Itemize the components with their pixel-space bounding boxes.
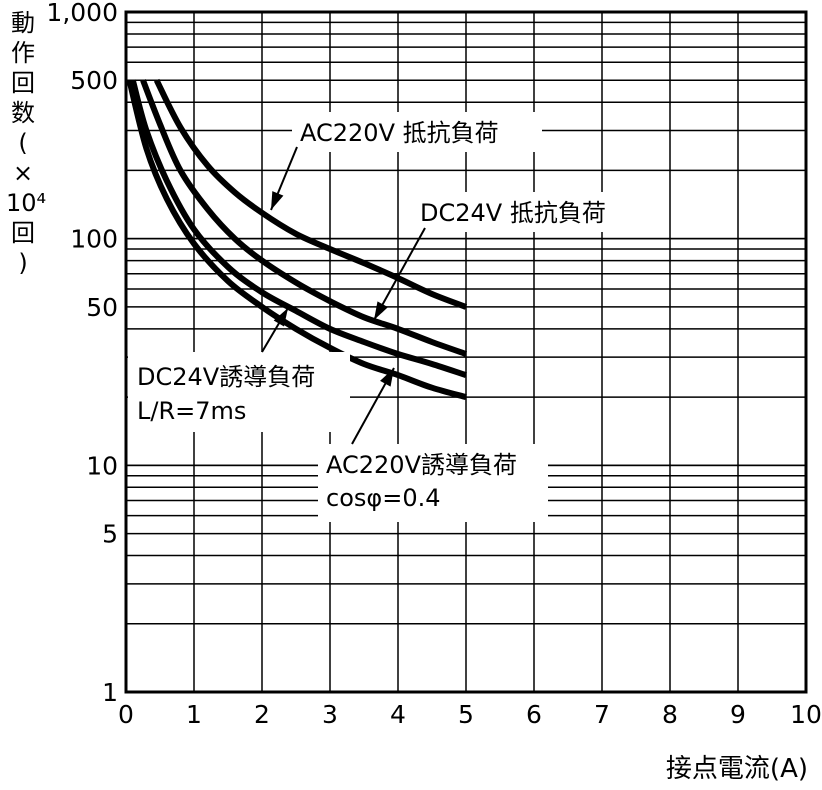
- x-tick-label: 0: [118, 700, 134, 729]
- y-tick-label: 100: [70, 225, 118, 254]
- ac220v-inductive-label-line: cosφ=0.4: [326, 484, 441, 512]
- arrowhead-icon: [273, 308, 288, 327]
- x-axis-label: 接点電流(A): [665, 754, 808, 784]
- x-tick-label: 3: [322, 700, 338, 729]
- y-tick-label: 1,000: [46, 0, 118, 27]
- dc24v-inductive-label-box: [128, 352, 350, 432]
- y-tick-label: 50: [86, 293, 118, 322]
- ac220v-inductive-label-box: [318, 444, 548, 522]
- y-axis-label-char: (: [18, 129, 28, 157]
- y-axis-label-char: 数: [11, 99, 35, 127]
- x-tick-label: 4: [390, 700, 406, 729]
- y-axis-label: 動 作 回 数 ( × 10⁴ 回 ): [6, 8, 47, 278]
- dc24v-inductive-curve: [129, 79, 467, 378]
- y-tick-label: 10: [86, 451, 118, 480]
- ac220v-inductive-label-line: AC220V誘導負荷: [326, 451, 517, 479]
- plot-frame: [124, 10, 808, 694]
- series-curves: [126, 78, 468, 400]
- y-tick-label: 5: [102, 520, 118, 549]
- dc24v-resistive-label-line: DC24V 抵抗負荷: [420, 199, 606, 227]
- y-axis-label-char: ×: [12, 159, 34, 187]
- arrowhead-icon: [271, 191, 284, 210]
- x-tick-label: 5: [458, 700, 474, 729]
- y-axis-label-char: ): [18, 249, 28, 277]
- arrowhead-icon: [374, 301, 388, 320]
- curve-annotations: AC220V 抵抗負荷 DC24V 抵抗負荷 DC24V誘導負荷 L/R=7ms AC2…: [128, 112, 652, 522]
- x-tick-label: 1: [186, 700, 202, 729]
- ac220v-inductive-curve: [126, 79, 467, 400]
- ac220v-resistive-label-box: [292, 112, 542, 152]
- dc24v-inductive-label-line: L/R=7ms: [137, 397, 246, 425]
- dc24v-inductive-label-line: DC24V誘導負荷: [137, 363, 315, 391]
- x-tick-label: 10: [790, 700, 822, 729]
- x-tick-label: 6: [526, 700, 542, 729]
- y-axis-label-char: 作: [11, 39, 35, 67]
- ac220v-resistive-curve: [153, 78, 468, 310]
- y-axis-label-char: 10⁴: [6, 189, 47, 217]
- x-tick-label: 2: [254, 700, 270, 729]
- y-axis-label-char: 回: [11, 69, 35, 97]
- y-axis-label-char: 動: [11, 9, 35, 37]
- ac220v-resistive-label-line: AC220V 抵抗負荷: [300, 119, 499, 147]
- y-tick-label: 500: [70, 66, 118, 95]
- x-tick-label: 7: [594, 700, 610, 729]
- x-tick-label: 8: [662, 700, 678, 729]
- y-axis-label-char: 回: [11, 219, 35, 247]
- dc24v-resistive-label-box: [412, 192, 652, 232]
- dc24v-resistive-curve: [140, 79, 467, 357]
- arrowhead-icon: [380, 368, 394, 387]
- y-tick-label: 1: [102, 678, 118, 707]
- x-tick-label: 9: [730, 700, 746, 729]
